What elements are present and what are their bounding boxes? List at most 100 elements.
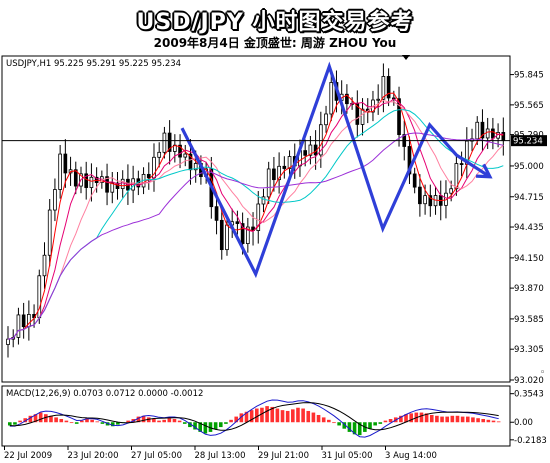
macd-histogram-bar [28, 415, 33, 423]
candle-body [162, 132, 167, 153]
macd-histogram-bar [481, 419, 486, 423]
candle-body [42, 254, 47, 277]
candle-body [272, 168, 276, 181]
macd-histogram-bar [208, 422, 213, 432]
macd-histogram-bar [146, 417, 151, 423]
candle-body [329, 82, 334, 115]
candle-body [53, 189, 57, 211]
price-tick-label: 93.305 [514, 345, 544, 355]
candle-body [360, 108, 365, 125]
shift-marker-icon [402, 55, 410, 60]
macd-histogram-bar [357, 422, 362, 436]
moving-averages [7, 92, 504, 340]
macd-histogram-bar [306, 410, 311, 423]
price-tick-label: 94.435 [514, 223, 544, 233]
macd-histogram-bar [13, 422, 17, 425]
macd-histogram-bar [327, 419, 331, 423]
macd-histogram-bar [49, 415, 53, 423]
macd-histogram-bar [419, 412, 424, 423]
macd-histogram-bar [465, 416, 470, 423]
candle-body [16, 314, 21, 338]
macd-histogram-bar [229, 419, 233, 423]
candle-body [407, 146, 412, 175]
candle-body [84, 173, 89, 188]
macd-histogram-bar [213, 422, 218, 430]
candle-body [428, 195, 433, 207]
candle-body [449, 188, 454, 194]
macd-histogram-bar [388, 419, 393, 423]
time-tick-label: 27 Jul 05:00 [131, 451, 182, 461]
macd-histogram-bar [440, 416, 444, 423]
price-tick-label: 93.020 [514, 376, 544, 386]
candle-body [115, 182, 120, 190]
symbol-header: USDJPY,H1 95.225 95.291 95.225 95.234 [6, 59, 181, 69]
trend-arrow-icon [475, 163, 493, 179]
macd-indicator [8, 399, 501, 438]
candle-body [193, 163, 198, 171]
macd-histogram-bar [100, 422, 105, 424]
macd-histogram-bar [455, 415, 460, 423]
candle-body [63, 153, 68, 174]
macd-histogram-bar [460, 416, 465, 423]
current-price-label: 95.234 [513, 137, 543, 147]
time-tick-label: 29 Jul 21:00 [258, 451, 309, 461]
price-tick-label: 95.000 [514, 162, 544, 172]
trendline-path [180, 61, 491, 279]
current-price-box [511, 135, 547, 147]
candle-body [303, 150, 308, 156]
price-tick-label: 93.870 [514, 284, 544, 294]
candle-body [219, 219, 224, 251]
macd-histogram-bar [203, 422, 208, 434]
candle-body [47, 209, 52, 256]
macd-histogram-bar [110, 422, 115, 427]
macd-histogram-bar [275, 408, 280, 423]
macd-histogram-bar [347, 422, 352, 432]
macd-histogram-bar [368, 422, 372, 429]
macd-histogram-bar [162, 419, 166, 423]
candle-body [308, 144, 313, 156]
macd-line [9, 399, 499, 438]
macd-histogram-bar [424, 413, 429, 423]
macd-histogram-bar [167, 418, 172, 423]
time-tick-label: 3 Aug 14:00 [385, 451, 437, 461]
macd-histogram-bar [157, 420, 161, 423]
candle-body [58, 153, 62, 190]
candle-body [386, 76, 391, 99]
macd-histogram-bar [337, 422, 341, 426]
candle-body [157, 151, 162, 158]
candle-body [266, 168, 271, 198]
macd-histogram-bar [409, 413, 413, 423]
moving-average-line [7, 132, 504, 340]
macd-histogram-bar [301, 408, 305, 423]
macd-tick-label: -0.2183 [514, 436, 547, 446]
candle-body [282, 165, 287, 169]
macd-histogram-bar [316, 414, 321, 423]
macd-histogram-bar [429, 414, 434, 423]
candle-body [480, 121, 485, 139]
forex-chart: 95.234 USDJPY,H1 95.225 95.291 95.225 95… [1, 55, 547, 461]
candle-body [381, 76, 386, 100]
scroll-arrow-icon[interactable]: ◦ [540, 368, 545, 378]
candle-body [423, 195, 427, 205]
macd-histogram-bar [471, 417, 475, 423]
candle-body [261, 196, 266, 205]
candle-body [475, 121, 480, 140]
macd-histogram-bar [249, 410, 254, 423]
macd-histogram-bar [23, 418, 28, 423]
candle-body [277, 165, 281, 181]
macd-histogram-bar [141, 415, 146, 423]
macd-histogram-bar [85, 418, 89, 423]
price-tick-label: 94.150 [514, 254, 544, 264]
macd-histogram-bar [476, 418, 480, 423]
candle-body [454, 163, 459, 190]
candle-body [256, 203, 261, 231]
time-tick-label: 22 Jul 2009 [4, 451, 52, 461]
time-tick-label: 28 Jul 13:00 [195, 451, 246, 461]
macd-histogram-bar [445, 416, 449, 423]
candle-body [491, 128, 495, 139]
macd-histogram-bar [136, 416, 141, 423]
macd-histogram-bar [172, 419, 177, 423]
candle-body [225, 224, 229, 251]
macd-histogram-bar [69, 422, 74, 424]
macd-histogram-bar [265, 406, 269, 423]
